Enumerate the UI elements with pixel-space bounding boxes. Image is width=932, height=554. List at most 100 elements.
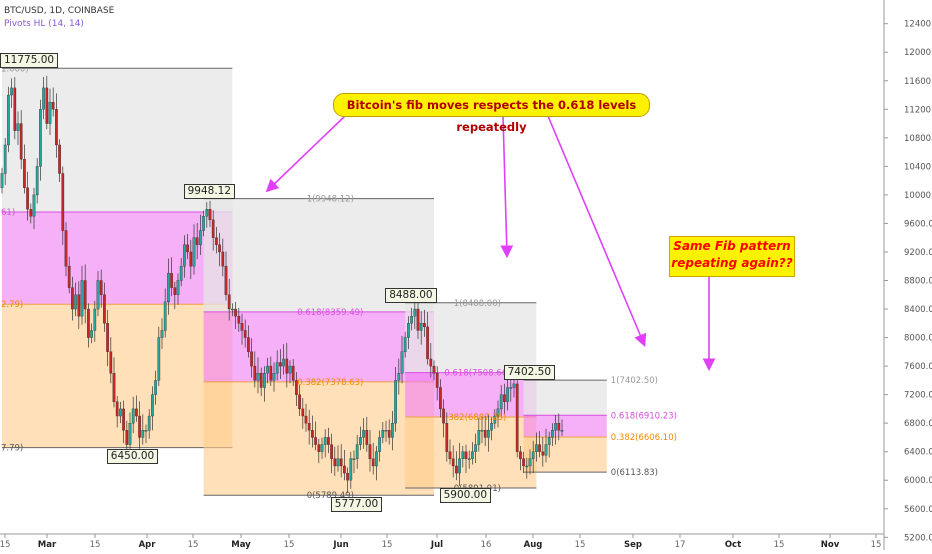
fib-level-label: 1(8488.00)	[454, 299, 501, 309]
candle-body	[237, 316, 241, 324]
candle-body	[295, 380, 298, 395]
candle-body	[173, 287, 177, 295]
candle-body	[240, 323, 244, 331]
candle-body	[199, 230, 202, 245]
y-tick-label: 12000.00	[904, 48, 932, 58]
candle-body	[74, 294, 77, 310]
candle-body	[471, 451, 474, 459]
x-tick-label: Nov	[821, 540, 840, 550]
candle-body	[224, 266, 228, 295]
candle-body	[490, 423, 493, 431]
fib-level-label: 0(6113.83)	[611, 468, 658, 478]
candle-body	[176, 280, 180, 295]
candle-body	[403, 337, 407, 352]
candle-body	[151, 394, 154, 417]
candle-body	[423, 323, 426, 328]
candle-body	[243, 330, 247, 338]
candle-body	[311, 430, 314, 438]
candle-body	[58, 144, 61, 174]
candle-body	[378, 437, 381, 452]
candle-body	[131, 408, 135, 424]
candle-body	[493, 415, 497, 424]
y-tick-label: 6000.00	[904, 476, 932, 486]
candle-body	[519, 451, 522, 459]
x-tick-label: Oct	[725, 540, 741, 550]
indicator-label: Pivots HL (14, 14)	[4, 19, 84, 29]
fib-level-label: 0.618(8359.49)	[297, 308, 363, 318]
fib-level-label: 1(9948.12)	[307, 195, 354, 205]
candle-body	[71, 287, 74, 310]
candle-body	[458, 458, 461, 474]
fib-level-label: 2.79)	[1, 300, 23, 310]
candle-body	[163, 301, 167, 331]
candle-body	[80, 280, 84, 317]
fib-level-label: 0.382(7378.63)	[297, 378, 363, 388]
fib-zone-382	[405, 416, 537, 488]
y-axis-panel	[884, 0, 932, 550]
x-tick-label: Mar	[38, 540, 57, 550]
candle-body	[3, 144, 7, 174]
candle-body	[327, 437, 330, 445]
y-tick-label: 12400.00	[904, 20, 932, 30]
candle-body	[557, 423, 561, 431]
candle-body	[320, 444, 324, 452]
annotation-arrow	[500, 115, 514, 259]
candle-body	[531, 451, 535, 459]
candle-body	[282, 358, 285, 367]
x-tick-label: 15	[90, 540, 101, 550]
candle-body	[266, 365, 269, 374]
candle-body	[314, 437, 317, 445]
candle-body	[112, 373, 116, 402]
candle-body	[275, 362, 279, 374]
candle-body	[26, 187, 29, 210]
candle-body	[115, 401, 119, 417]
candle-body	[157, 337, 161, 381]
candle-body	[61, 173, 65, 231]
candle-body	[541, 451, 545, 456]
x-tick-label: Apr	[139, 540, 157, 550]
candle-body	[307, 423, 311, 431]
candle-body	[419, 323, 423, 331]
candle-body	[93, 308, 97, 331]
fib-level-label: 0(5789.49)	[307, 491, 354, 501]
candle-body	[301, 408, 305, 417]
candle-body	[77, 294, 81, 317]
candle-body	[371, 458, 375, 467]
candle-body	[109, 351, 113, 374]
x-tick-label: May	[231, 540, 251, 550]
candle-body	[87, 308, 90, 338]
fib-zone-382	[203, 381, 434, 496]
candle-body	[67, 266, 71, 288]
candle-body	[211, 219, 215, 238]
candle-body	[144, 430, 148, 432]
candle-body	[455, 465, 458, 474]
y-tick-label: 10800.00	[904, 134, 932, 144]
candle-body	[215, 237, 218, 245]
x-tick-label: 15	[0, 540, 10, 550]
candle-body	[544, 444, 548, 456]
candle-body	[394, 380, 397, 424]
y-tick-label: 7600.00	[904, 362, 932, 372]
candle-body	[435, 373, 439, 388]
fib-zone-382	[523, 436, 607, 473]
candle-body	[375, 451, 378, 467]
candle-body	[32, 194, 36, 217]
candle-body	[528, 458, 532, 467]
x-tick-label: 15	[188, 540, 199, 550]
candle-body	[400, 351, 404, 374]
y-tick-label: 10400.00	[904, 162, 932, 172]
x-tick-label: Sep	[624, 540, 642, 550]
candle-body	[160, 330, 164, 338]
fib-zone-618	[2, 211, 233, 305]
candle-body	[359, 437, 362, 445]
candle-body	[167, 273, 170, 303]
candle-body	[416, 308, 420, 331]
candle-body	[554, 423, 557, 431]
pivot-label: 8488.00	[385, 287, 437, 303]
candle-body	[96, 280, 100, 310]
candle-body	[413, 308, 417, 317]
candle-body	[0, 173, 4, 188]
y-tick-label: 5600.00	[904, 505, 932, 515]
